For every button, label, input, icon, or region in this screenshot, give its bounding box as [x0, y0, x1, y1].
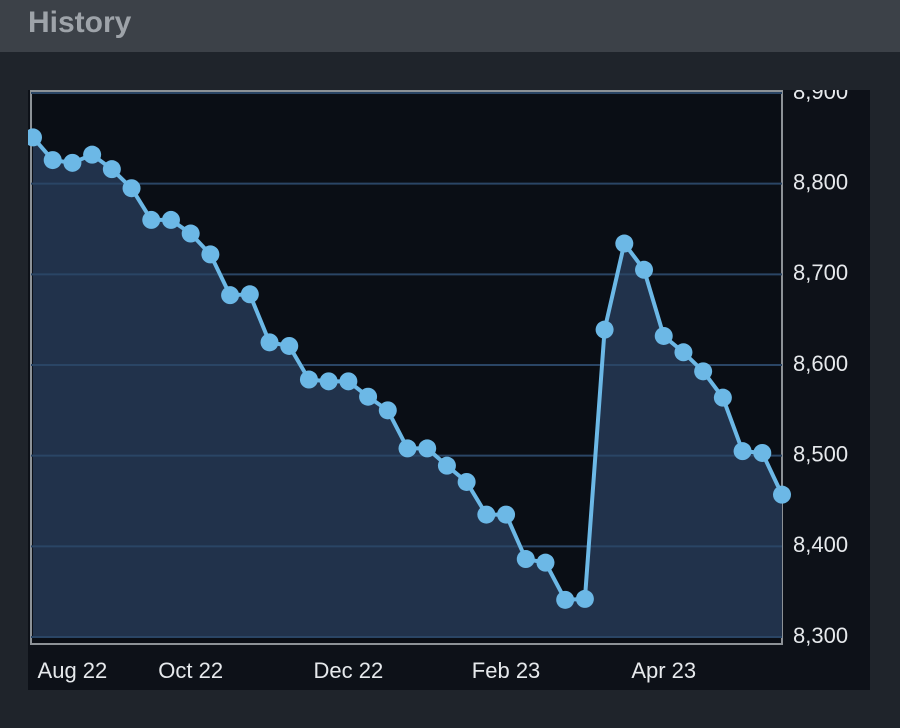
- plot: 8,300 8,400 8,500 8,600 8,700 8,800 8,900: [28, 79, 848, 648]
- point: [575, 589, 594, 608]
- point: [615, 234, 634, 253]
- point: [595, 320, 614, 339]
- point: [359, 387, 378, 406]
- area: [33, 137, 782, 637]
- point: [142, 210, 161, 229]
- point: [753, 443, 772, 462]
- point: [536, 553, 555, 572]
- header-bar: [0, 0, 900, 52]
- point: [477, 505, 496, 524]
- point: [418, 439, 437, 458]
- x-tick-label: Aug 22: [38, 658, 108, 683]
- y-tick-label: 8,400: [793, 532, 848, 557]
- point: [773, 485, 791, 504]
- x-tick-label: Apr 23: [631, 658, 696, 683]
- point: [299, 370, 318, 389]
- point: [339, 372, 358, 391]
- point: [83, 145, 102, 164]
- y-tick-label: 8,800: [793, 169, 848, 194]
- y-tick-label: 8,900: [793, 79, 848, 104]
- point: [161, 210, 180, 229]
- point: [516, 550, 535, 569]
- point: [437, 456, 456, 475]
- y-tick-label: 8,600: [793, 351, 848, 376]
- point: [240, 285, 259, 304]
- point: [28, 128, 42, 147]
- y-tick-label: 8,300: [793, 623, 848, 648]
- x-tick-label: Feb 23: [472, 658, 541, 683]
- point: [122, 179, 141, 198]
- point: [398, 439, 417, 458]
- point: [733, 442, 752, 461]
- point: [181, 224, 200, 243]
- y-tick-label: 8,700: [793, 260, 848, 285]
- y-tick-label: 8,500: [793, 441, 848, 466]
- point: [457, 472, 476, 491]
- header-title: History: [28, 6, 132, 39]
- point: [713, 388, 732, 407]
- point: [319, 372, 338, 391]
- point: [260, 333, 279, 352]
- point: [497, 505, 516, 524]
- point: [378, 401, 397, 420]
- point: [43, 151, 62, 170]
- point: [694, 362, 713, 381]
- point: [221, 286, 240, 305]
- point: [63, 153, 82, 172]
- point: [635, 260, 654, 279]
- point: [674, 343, 693, 362]
- point: [102, 160, 121, 179]
- point: [201, 245, 220, 264]
- point: [280, 336, 299, 355]
- x-tick-label: Dec 22: [314, 658, 384, 683]
- point: [556, 590, 575, 609]
- point: [654, 326, 673, 345]
- x-tick-label: Oct 22: [158, 658, 223, 683]
